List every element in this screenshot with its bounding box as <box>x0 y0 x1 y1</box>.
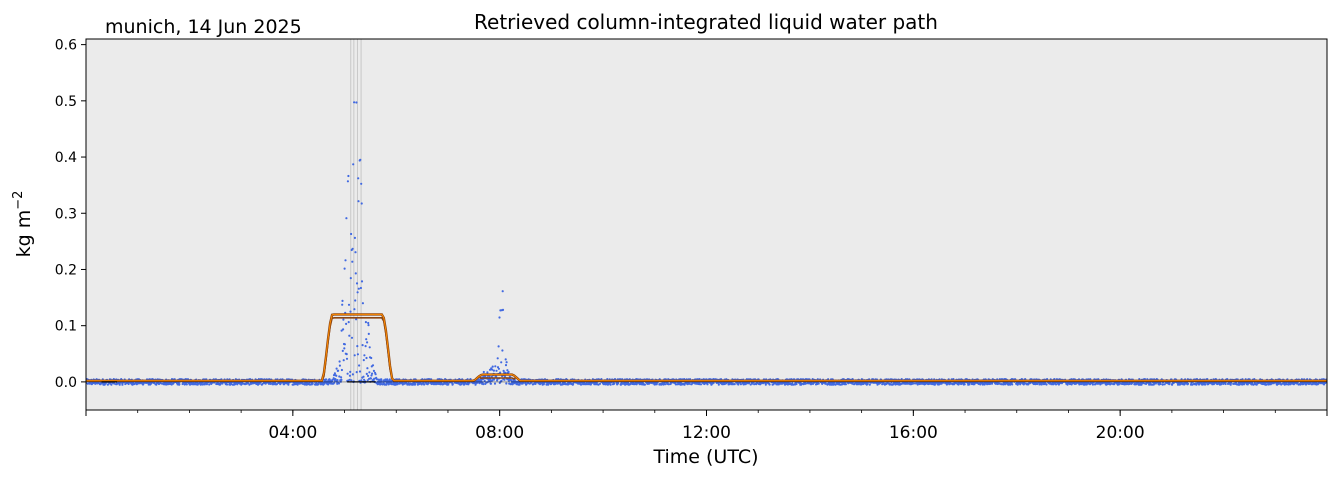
y-axis-label: kg m−2 <box>11 191 35 258</box>
plot-area: 0.0 0.1 0.2 0.3 0.4 0.5 0.6 04:00 08:00 12:00 16:0… <box>55 38 1328 443</box>
chart-subtitle: munich, 14 Jun 2025 <box>105 16 302 38</box>
lwp-envelope-line <box>86 313 1327 382</box>
y-tick-label: 0.1 <box>55 319 77 335</box>
plot-background <box>86 39 1327 410</box>
x-tick-label: 20:00 <box>1096 423 1145 443</box>
y-axis-label-base: kg m <box>13 210 35 258</box>
x-tick-label: 04:00 <box>268 423 317 443</box>
plot-series-group <box>86 39 1327 410</box>
y-tick-label: 0.0 <box>55 375 77 391</box>
x-tick-label: 12:00 <box>682 423 731 443</box>
x-axis-label: Time (UTC) <box>652 446 758 468</box>
y-tick-label: 0.6 <box>55 38 77 54</box>
y-tick-label: 0.2 <box>55 262 77 278</box>
x-tick-label: 16:00 <box>889 423 938 443</box>
y-tick-label: 0.3 <box>55 206 77 222</box>
y-tick-label: 0.4 <box>55 150 77 166</box>
x-tick-label: 08:00 <box>475 423 524 443</box>
y-tick-label: 0.5 <box>55 94 77 110</box>
y-axis-label-exponent: −2 <box>11 191 26 210</box>
chart-title: Retrieved column-integrated liquid water… <box>474 10 938 34</box>
